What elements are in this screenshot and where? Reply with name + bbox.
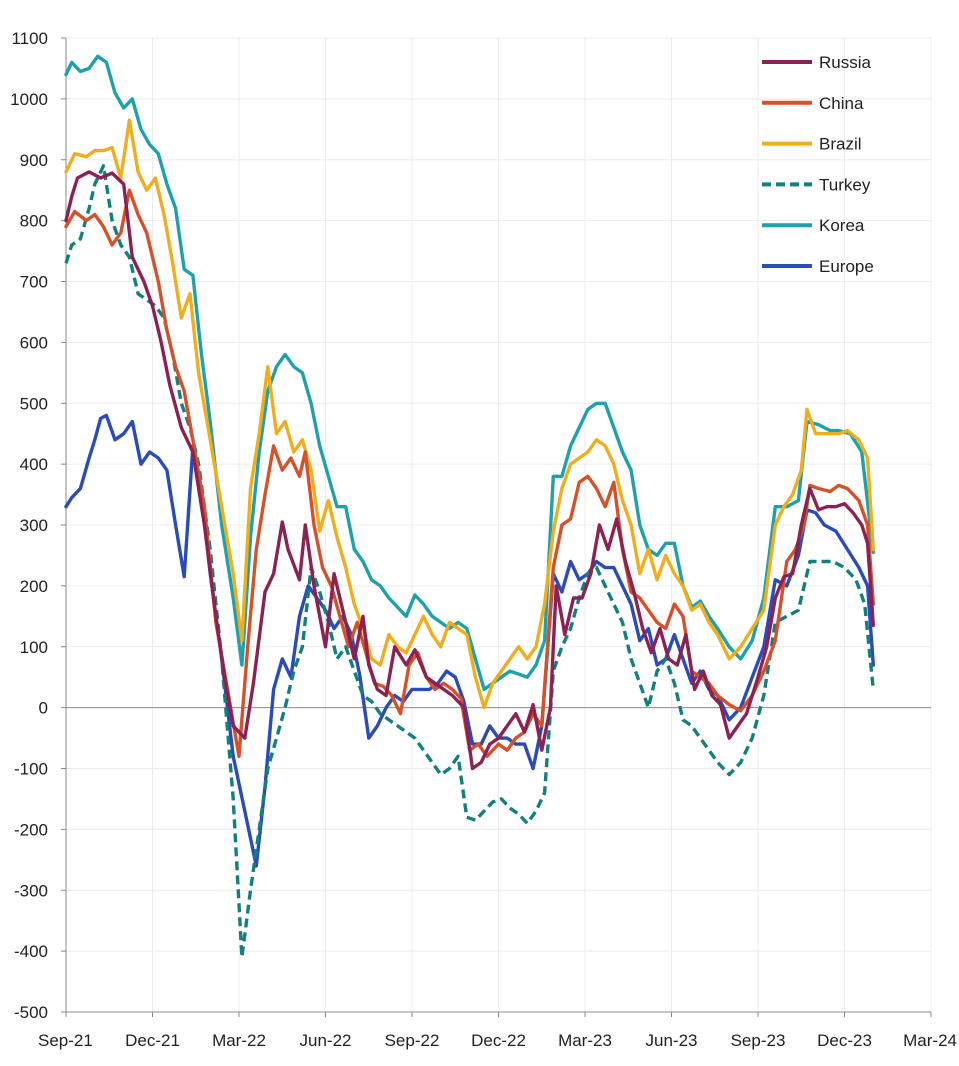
legend-label: Turkey bbox=[819, 175, 871, 194]
x-tick-label: Sep-23 bbox=[731, 1031, 786, 1050]
x-tick-label: Mar-23 bbox=[558, 1031, 612, 1050]
y-tick-label: 100 bbox=[20, 638, 48, 657]
x-tick-label: Dec-21 bbox=[125, 1031, 180, 1050]
series-line-russia bbox=[64, 170, 875, 771]
y-tick-label: -300 bbox=[14, 881, 48, 900]
y-tick-label: 700 bbox=[20, 273, 48, 292]
legend-label: Korea bbox=[819, 216, 865, 235]
x-tick-label: Dec-23 bbox=[817, 1031, 872, 1050]
x-tick-label: Mar-24 bbox=[903, 1031, 957, 1050]
y-tick-label: 800 bbox=[20, 212, 48, 231]
x-tick-label: Dec-22 bbox=[471, 1031, 526, 1050]
x-tick-label: Mar-22 bbox=[212, 1031, 266, 1050]
x-tick-label: Sep-21 bbox=[38, 1031, 93, 1050]
y-tick-label: 1000 bbox=[10, 90, 48, 109]
y-tick-label: -500 bbox=[14, 1003, 48, 1022]
legend-item-china: China bbox=[762, 94, 864, 113]
y-tick-label: 900 bbox=[20, 151, 48, 170]
x-tick-label: Jun-22 bbox=[300, 1031, 352, 1050]
legend-label: China bbox=[819, 94, 864, 113]
legend-item-korea: Korea bbox=[762, 216, 865, 235]
series-lines bbox=[64, 54, 875, 959]
legend-item-europe: Europe bbox=[762, 257, 874, 276]
legend-label: Brazil bbox=[819, 135, 862, 154]
x-tick-label: Jun-23 bbox=[646, 1031, 698, 1050]
legend-item-brazil: Brazil bbox=[762, 135, 862, 154]
y-tick-label: 200 bbox=[20, 577, 48, 596]
y-tick-label: -200 bbox=[14, 820, 48, 839]
y-tick-label: 0 bbox=[39, 699, 48, 718]
series-line-korea bbox=[64, 54, 875, 692]
y-tick-label: -100 bbox=[14, 760, 48, 779]
series-line-china bbox=[64, 188, 875, 758]
legend-label: Russia bbox=[819, 53, 872, 72]
legend-item-russia: Russia bbox=[762, 53, 872, 72]
series-line-turkey bbox=[64, 164, 875, 959]
y-tick-label: -400 bbox=[14, 942, 48, 961]
legend-item-turkey: Turkey bbox=[762, 175, 871, 194]
y-tick-label: 300 bbox=[20, 516, 48, 535]
x-tick-label: Sep-22 bbox=[385, 1031, 440, 1050]
y-tick-label: 500 bbox=[20, 394, 48, 413]
series-line-brazil bbox=[64, 118, 875, 710]
y-tick-label: 400 bbox=[20, 455, 48, 474]
y-tick-label: 1100 bbox=[11, 29, 48, 48]
y-tick-label: 600 bbox=[20, 333, 48, 352]
legend-label: Europe bbox=[819, 257, 874, 276]
legend: Russia China Brazil Turkey Korea Europe bbox=[762, 53, 874, 276]
axes: -500 -400 -300 -200 -100 0 100 200 300 400 500 600 7… bbox=[10, 29, 957, 1050]
